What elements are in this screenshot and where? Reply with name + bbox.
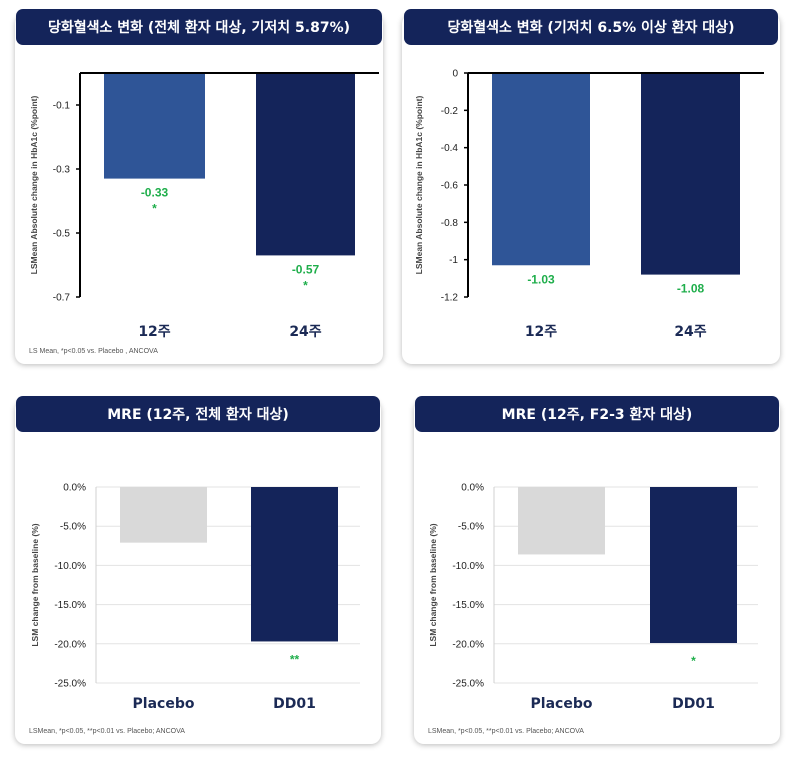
y-tick-label: -0.8	[441, 218, 459, 229]
bar-1	[650, 487, 737, 644]
data-label: -0.33	[141, 186, 169, 200]
bar-0	[518, 487, 605, 555]
y-tick-label: -0.6	[441, 181, 459, 192]
y-tick-label: -10.0%	[452, 561, 484, 572]
chart-title: 당화혈색소 변화 (기저치 6.5% 이상 환자 대상)	[404, 9, 778, 45]
bar-0	[492, 73, 590, 266]
y-tick-label: -25.0%	[452, 679, 484, 690]
y-tick-label: -0.4	[441, 143, 459, 154]
y-tick-label: -1	[449, 255, 458, 266]
significance-marker: *	[691, 654, 696, 668]
y-tick-label: -1.2	[441, 293, 459, 304]
x-category-label: Placebo	[531, 696, 593, 712]
significance-marker: *	[303, 278, 308, 292]
chart-title: MRE (12주, F2-3 환자 대상)	[415, 396, 779, 432]
y-tick-label: -15.0%	[452, 600, 484, 611]
significance-marker: *	[152, 202, 157, 216]
y-axis-label: LSM change from baseline (%)	[428, 523, 438, 646]
y-tick-label: -15.0%	[54, 600, 86, 611]
y-tick-label: -20.0%	[54, 639, 86, 650]
data-label: -1.03	[527, 272, 555, 286]
y-tick-label: -25.0%	[54, 679, 86, 690]
chart-footnote: LSMean, *p<0.05, **p<0.01 vs. Placebo; A…	[29, 728, 185, 735]
y-tick-label: -20.0%	[452, 639, 484, 650]
y-tick-label: 0.0%	[63, 483, 86, 494]
chart-title: MRE (12주, 전체 환자 대상)	[16, 396, 380, 432]
y-axis-label: LSMean Absolute change in HbA1c (%point)	[29, 96, 39, 275]
data-label: -1.08	[677, 282, 705, 296]
bar-1	[256, 73, 355, 256]
x-category-label: 24주	[289, 324, 321, 340]
x-category-label: 12주	[525, 324, 557, 340]
chart-footnote: LSMean, *p<0.05, **p<0.01 vs. Placebo; A…	[428, 728, 584, 735]
y-tick-label: -10.0%	[54, 561, 86, 572]
bar-1	[641, 73, 740, 275]
data-label: -0.57	[292, 262, 320, 276]
x-category-label: 12주	[138, 324, 170, 340]
bar-0	[104, 73, 205, 179]
y-tick-label: -0.5	[53, 229, 71, 240]
y-tick-label: -0.7	[53, 293, 71, 304]
chart-title: 당화혈색소 변화 (전체 환자 대상, 기저치 5.87%)	[16, 9, 382, 45]
x-category-label: DD01	[672, 696, 715, 712]
y-tick-label: -0.3	[53, 165, 71, 176]
y-axis-label: LSM change from baseline (%)	[30, 523, 40, 646]
y-tick-label: -0.2	[441, 106, 459, 117]
x-category-label: DD01	[273, 696, 316, 712]
bar-0	[120, 487, 207, 543]
y-tick-label: -5.0%	[60, 522, 86, 533]
y-tick-label: -0.1	[53, 101, 71, 112]
x-category-label: Placebo	[133, 696, 195, 712]
y-axis-label: LSMean Absolute change in HbA1c (%point)	[414, 96, 424, 275]
y-tick-label: 0.0%	[461, 483, 484, 494]
chart-footnote: LS Mean, *p<0.05 vs. Placebo , ANCOVA	[29, 348, 158, 355]
y-tick-label: 0	[452, 69, 458, 80]
x-category-label: 24주	[674, 324, 706, 340]
significance-marker: **	[290, 652, 300, 666]
y-tick-label: -5.0%	[458, 522, 484, 533]
bar-1	[251, 487, 338, 642]
